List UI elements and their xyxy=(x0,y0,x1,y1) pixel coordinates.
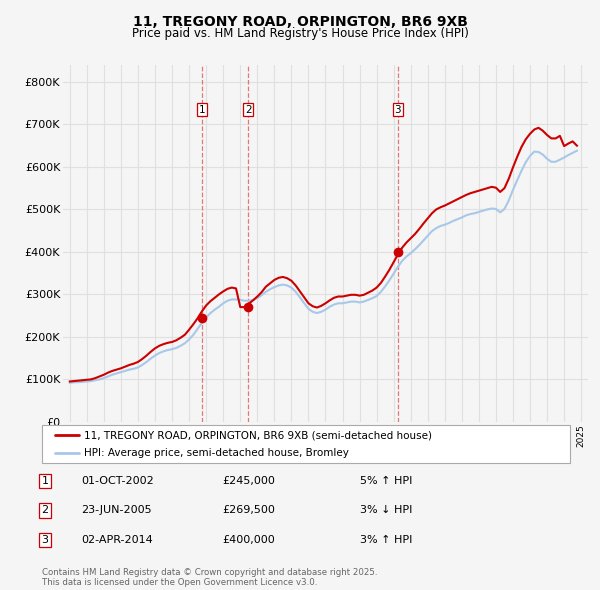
Text: 23-JUN-2005: 23-JUN-2005 xyxy=(81,506,152,515)
Text: £269,500: £269,500 xyxy=(222,506,275,515)
Text: 01-OCT-2002: 01-OCT-2002 xyxy=(81,476,154,486)
Text: 3: 3 xyxy=(395,104,401,114)
Text: £245,000: £245,000 xyxy=(222,476,275,486)
Text: 11, TREGONY ROAD, ORPINGTON, BR6 9XB (semi-detached house): 11, TREGONY ROAD, ORPINGTON, BR6 9XB (se… xyxy=(84,430,432,440)
Text: 3% ↑ HPI: 3% ↑ HPI xyxy=(360,535,412,545)
Text: Price paid vs. HM Land Registry's House Price Index (HPI): Price paid vs. HM Land Registry's House … xyxy=(131,27,469,40)
Text: 5% ↑ HPI: 5% ↑ HPI xyxy=(360,476,412,486)
Text: 1: 1 xyxy=(199,104,205,114)
Text: 11, TREGONY ROAD, ORPINGTON, BR6 9XB: 11, TREGONY ROAD, ORPINGTON, BR6 9XB xyxy=(133,15,467,29)
Text: 3% ↓ HPI: 3% ↓ HPI xyxy=(360,506,412,515)
Text: £400,000: £400,000 xyxy=(222,535,275,545)
Text: Contains HM Land Registry data © Crown copyright and database right 2025.
This d: Contains HM Land Registry data © Crown c… xyxy=(42,568,377,587)
Text: 2: 2 xyxy=(245,104,251,114)
Text: 2: 2 xyxy=(41,506,49,515)
Text: 02-APR-2014: 02-APR-2014 xyxy=(81,535,153,545)
Text: 3: 3 xyxy=(41,535,49,545)
Text: HPI: Average price, semi-detached house, Bromley: HPI: Average price, semi-detached house,… xyxy=(84,448,349,458)
Text: 1: 1 xyxy=(41,476,49,486)
